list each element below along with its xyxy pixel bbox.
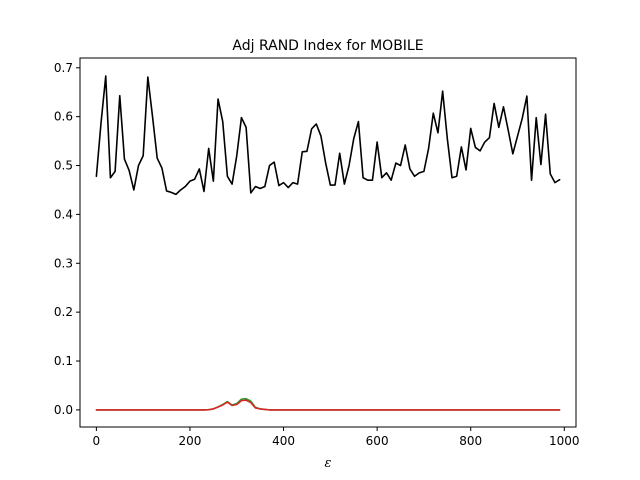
axes-frame [79, 57, 577, 428]
x-tick-label: 400 [272, 434, 295, 448]
y-tick-label: 0.2 [54, 305, 73, 319]
chart-title: Adj RAND Index for MOBILE [232, 38, 423, 54]
y-tick-label: 0.6 [54, 110, 73, 124]
y-tick-label: 0.5 [54, 159, 73, 173]
y-tick-label: 0.7 [54, 61, 73, 75]
y-tick-label: 0.0 [54, 403, 73, 417]
plot-area [95, 75, 561, 411]
x-tick-label: 600 [366, 434, 389, 448]
series-line-1 [95, 75, 561, 196]
y-tick-label: 0.1 [54, 354, 73, 368]
series-line-3 [95, 399, 561, 411]
x-tick-label: 200 [179, 434, 202, 448]
x-tick-label: 1000 [549, 434, 580, 448]
axis-ticks: 0 200 400 600 800 1000 0.0 0.1 0.2 0.3 0.4 0.5 0.6 0.… [54, 61, 580, 448]
x-tick-label: 0 [93, 434, 101, 448]
y-tick-label: 0.3 [54, 256, 73, 270]
y-tick-label: 0.4 [54, 207, 73, 221]
x-tick-label: 800 [459, 434, 482, 448]
x-axis-label: ε [325, 456, 332, 471]
